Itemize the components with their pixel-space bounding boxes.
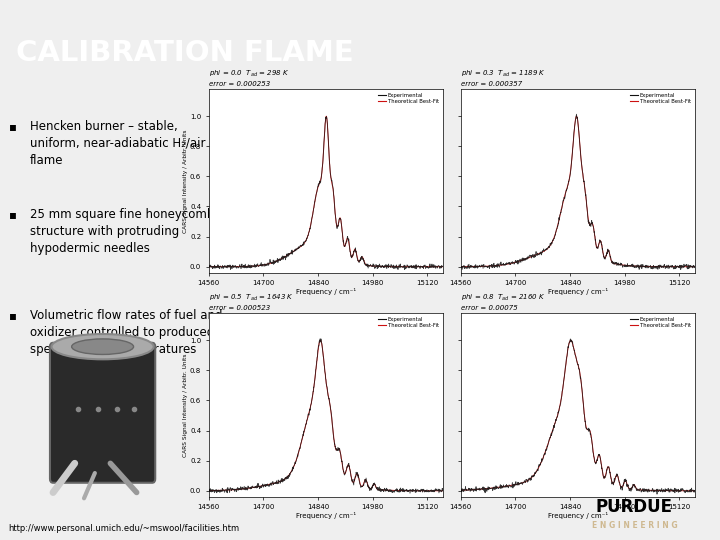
- Text: Volumetric flow rates of fuel and
oxidizer controlled to produced
specific flame: Volumetric flow rates of fuel and oxidiz…: [30, 309, 222, 356]
- Legend: Experimental, Theoretical Best-Fit: Experimental, Theoretical Best-Fit: [377, 92, 440, 105]
- Ellipse shape: [52, 334, 153, 359]
- Text: http://www.personal.umich.edu/~mswool/facilities.htm: http://www.personal.umich.edu/~mswool/fa…: [9, 524, 240, 533]
- Text: ▪: ▪: [9, 309, 17, 322]
- X-axis label: Frequency / cm⁻¹: Frequency / cm⁻¹: [548, 512, 608, 519]
- Text: phi = 0.8  $T_{ad}$ = 2160 K
error = 0.00075: phi = 0.8 $T_{ad}$ = 2160 K error = 0.00…: [461, 293, 546, 310]
- Legend: Experimental, Theoretical Best-Fit: Experimental, Theoretical Best-Fit: [629, 316, 692, 329]
- X-axis label: Frequency / cm⁻¹: Frequency / cm⁻¹: [296, 512, 356, 519]
- Text: Hencken burner – stable,
uniform, near-adiabatic H₂/air
flame: Hencken burner – stable, uniform, near-a…: [30, 120, 205, 167]
- Text: phi = 0.0  $T_{ad}$ = 298 K
error = 0.000253: phi = 0.0 $T_{ad}$ = 298 K error = 0.000…: [209, 69, 289, 86]
- Text: CALIBRATION FLAME: CALIBRATION FLAME: [16, 39, 354, 68]
- Legend: Experimental, Theoretical Best-Fit: Experimental, Theoretical Best-Fit: [377, 316, 440, 329]
- Text: E N G I N E E R I N G: E N G I N E E R I N G: [592, 521, 677, 530]
- Text: phi = 0.3  $T_{ad}$ = 1189 K
error = 0.000357: phi = 0.3 $T_{ad}$ = 1189 K error = 0.00…: [461, 69, 546, 86]
- X-axis label: Frequency / cm⁻¹: Frequency / cm⁻¹: [548, 288, 608, 295]
- Text: PURDUE: PURDUE: [596, 498, 672, 516]
- Text: ▪: ▪: [9, 120, 17, 133]
- Text: 25 mm square fine honeycomb
structure with protruding
hypodermic needles: 25 mm square fine honeycomb structure wi…: [30, 207, 214, 254]
- Text: phi = 0.5  $T_{ad}$ = 1643 K
error = 0.000523: phi = 0.5 $T_{ad}$ = 1643 K error = 0.00…: [209, 293, 294, 310]
- Text: ▪: ▪: [9, 207, 17, 220]
- X-axis label: Frequency / cm⁻¹: Frequency / cm⁻¹: [296, 288, 356, 295]
- FancyBboxPatch shape: [50, 343, 156, 483]
- Ellipse shape: [71, 339, 134, 354]
- Y-axis label: CARS Signal Intensity / Arbitr. Units: CARS Signal Intensity / Arbitr. Units: [183, 129, 188, 233]
- Legend: Experimental, Theoretical Best-Fit: Experimental, Theoretical Best-Fit: [629, 92, 692, 105]
- Y-axis label: CARS Signal Intensity / Arbitr. Units: CARS Signal Intensity / Arbitr. Units: [183, 353, 188, 457]
